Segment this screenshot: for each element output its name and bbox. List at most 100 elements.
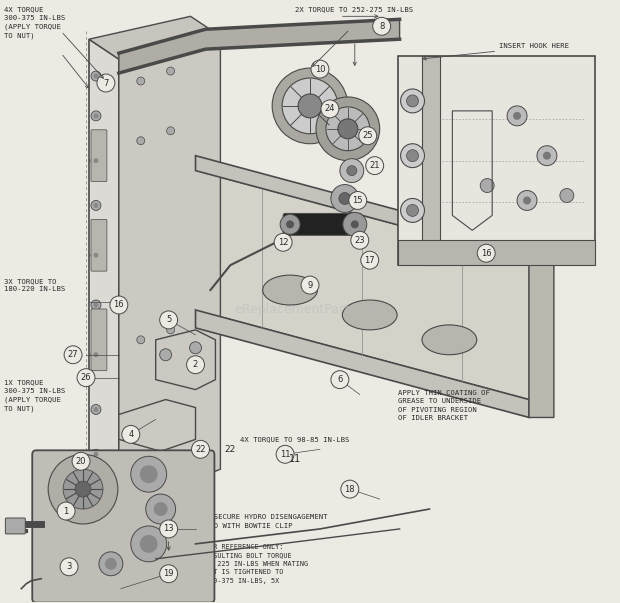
Text: 21: 21 [370,161,380,170]
Circle shape [94,74,99,78]
Circle shape [160,520,177,538]
Polygon shape [89,16,220,59]
Circle shape [91,111,101,121]
Circle shape [94,452,99,457]
Circle shape [57,502,75,520]
Circle shape [298,94,322,118]
Circle shape [274,233,292,251]
Circle shape [513,112,521,120]
Circle shape [401,198,425,223]
Text: 10: 10 [315,65,326,74]
Circle shape [407,95,419,107]
Circle shape [280,215,300,235]
Circle shape [160,565,177,582]
Circle shape [167,406,175,414]
Circle shape [91,200,101,210]
Circle shape [316,97,379,160]
Circle shape [276,446,294,463]
Circle shape [97,74,115,92]
Circle shape [75,481,91,497]
Circle shape [167,127,175,135]
FancyBboxPatch shape [6,518,25,534]
Circle shape [94,303,99,308]
Text: 13: 13 [163,525,174,534]
Polygon shape [529,245,554,417]
Text: 22: 22 [224,445,236,454]
Text: FOR REFERENCE ONLY:
RESULTING BOLT TORQUE
IS 225 IN-LBS WHEN MATING
NUT IS TIGHT: FOR REFERENCE ONLY: RESULTING BOLT TORQU… [205,544,309,584]
Text: 8: 8 [379,22,384,31]
Circle shape [137,77,144,85]
Polygon shape [89,39,119,509]
Circle shape [167,67,175,75]
Circle shape [338,119,358,139]
Circle shape [326,107,370,151]
FancyBboxPatch shape [91,219,107,271]
Text: 24: 24 [325,104,335,113]
Circle shape [94,113,99,118]
Polygon shape [195,310,529,417]
Polygon shape [119,400,195,451]
Circle shape [99,552,123,576]
Circle shape [361,251,379,269]
Text: 27: 27 [68,350,78,359]
Text: INSERT HOOK HERE: INSERT HOOK HERE [499,43,569,49]
Text: 22: 22 [195,445,206,454]
Circle shape [272,68,348,144]
Circle shape [110,296,128,314]
Circle shape [347,166,356,175]
Circle shape [167,326,175,334]
Circle shape [94,407,99,412]
Circle shape [94,253,99,257]
FancyBboxPatch shape [91,309,107,371]
FancyBboxPatch shape [397,56,595,265]
Text: 25: 25 [363,131,373,140]
Circle shape [63,469,103,509]
Circle shape [77,368,95,387]
Text: 19: 19 [164,569,174,578]
Circle shape [105,558,117,570]
Circle shape [537,146,557,166]
Circle shape [131,456,167,492]
Bar [397,240,595,265]
Polygon shape [119,36,220,509]
Text: eReplacementParts.com: eReplacementParts.com [234,303,386,317]
Text: 3X TORQUE TO
180-220 IN-LBS: 3X TORQUE TO 180-220 IN-LBS [4,278,66,292]
Text: 11: 11 [289,454,301,464]
Text: 4X TORQUE
300-375 IN-LBS
(APPLY TORQUE
TO NUT): 4X TORQUE 300-375 IN-LBS (APPLY TORQUE T… [4,7,66,39]
Text: 20: 20 [76,456,86,466]
Circle shape [517,191,537,210]
Text: 7: 7 [104,78,108,87]
Circle shape [340,159,364,183]
Text: 17: 17 [365,256,375,265]
Text: 16: 16 [113,300,124,309]
Circle shape [407,150,419,162]
Ellipse shape [263,275,317,305]
Text: 4X TORQUE TO 98-85 IN-LBS: 4X TORQUE TO 98-85 IN-LBS [241,437,350,443]
Circle shape [94,158,99,163]
Polygon shape [156,330,215,390]
Text: 4: 4 [128,430,133,439]
Circle shape [91,300,101,310]
Circle shape [146,494,175,524]
Text: 16: 16 [481,248,492,257]
Circle shape [187,356,205,374]
Circle shape [343,212,367,236]
Circle shape [351,232,369,249]
Polygon shape [195,156,529,260]
Circle shape [339,192,351,204]
Circle shape [311,60,329,78]
Circle shape [373,17,391,35]
Polygon shape [119,19,400,73]
Circle shape [331,185,359,212]
Text: 1: 1 [63,507,69,516]
Circle shape [282,78,338,134]
Text: 2: 2 [193,360,198,369]
Circle shape [91,71,101,81]
Text: 12: 12 [278,238,288,247]
Text: 9: 9 [308,280,312,289]
Circle shape [560,189,574,203]
Circle shape [94,203,99,208]
Circle shape [543,152,551,160]
Circle shape [301,276,319,294]
Text: 9 SECURE HYDRO DISENGAGEMENT
ROD WITH BOWTIE CLIP: 9 SECURE HYDRO DISENGAGEMENT ROD WITH BO… [205,514,328,528]
